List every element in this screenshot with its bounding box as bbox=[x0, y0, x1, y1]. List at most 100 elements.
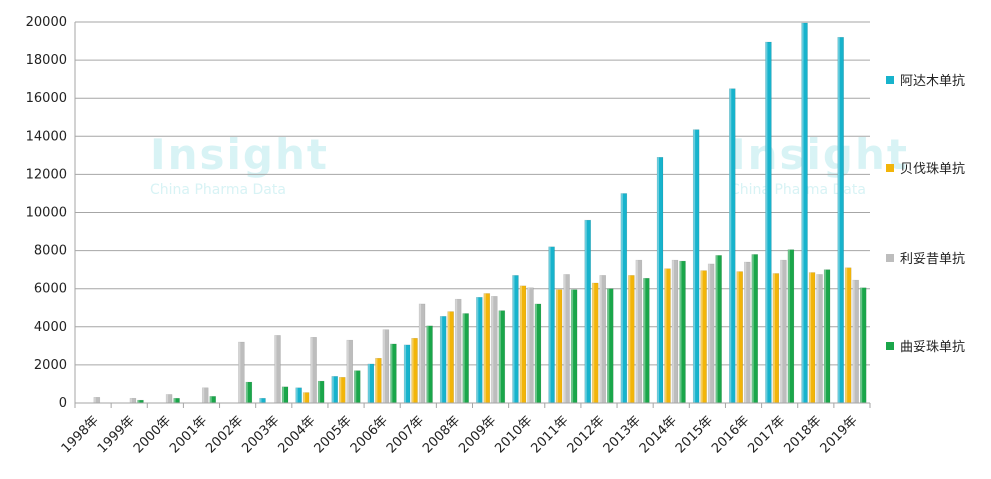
bar-highlight bbox=[331, 376, 334, 403]
bar-highlight bbox=[715, 255, 718, 403]
x-tick-label: 2001年 bbox=[167, 413, 210, 456]
bar-highlight bbox=[129, 398, 132, 403]
bar-highlight bbox=[447, 311, 450, 403]
bar-highlight bbox=[426, 325, 429, 403]
bar-highlight bbox=[809, 272, 812, 403]
bar-highlight bbox=[282, 386, 284, 403]
bar-highlight bbox=[455, 299, 458, 403]
bar-highlight bbox=[318, 381, 321, 403]
bar-highlight bbox=[527, 287, 530, 403]
grid-lines bbox=[75, 21, 870, 404]
bar-highlight bbox=[801, 22, 804, 403]
y-tick-label: 20000 bbox=[26, 15, 67, 30]
bar-highlight bbox=[780, 260, 783, 403]
x-tick-label: 2009年 bbox=[456, 413, 499, 456]
bar-highlight bbox=[274, 335, 277, 403]
bar-chart: 1998年1999年2000年2001年2002年2003年2004年2005年… bbox=[26, 15, 871, 456]
x-tick-label: 1999年 bbox=[95, 413, 138, 456]
bar-highlight bbox=[751, 254, 754, 403]
y-tick-label: 12000 bbox=[26, 167, 67, 182]
bar-highlight bbox=[209, 396, 212, 403]
bar-highlight bbox=[303, 392, 306, 403]
legend-label: 阿达木单抗 bbox=[900, 74, 966, 89]
bar-highlight bbox=[137, 400, 140, 403]
x-tick-label: 2008年 bbox=[420, 413, 463, 456]
bar-highlight bbox=[367, 363, 370, 403]
bar-highlight bbox=[534, 303, 537, 403]
x-tick-label: 2011年 bbox=[528, 413, 571, 456]
legend-label: 贝伐珠单抗 bbox=[900, 162, 966, 177]
bar-highlight bbox=[462, 313, 465, 403]
bar-highlight bbox=[679, 261, 682, 403]
bar-highlight bbox=[563, 274, 566, 403]
bar-highlight bbox=[404, 344, 407, 403]
x-tick-label: 2000年 bbox=[131, 413, 174, 456]
x-tick-label: 2010年 bbox=[492, 413, 535, 456]
bar-highlight bbox=[548, 246, 551, 403]
y-tick-label: 16000 bbox=[26, 91, 67, 106]
bar-highlight bbox=[491, 296, 494, 403]
bar-highlight bbox=[498, 310, 501, 403]
bar-highlight bbox=[259, 398, 262, 403]
bar-highlight bbox=[93, 397, 96, 403]
bar-highlight bbox=[375, 358, 378, 403]
x-tick-label: 2014年 bbox=[637, 413, 680, 456]
x-tick-label: 2015年 bbox=[673, 413, 716, 456]
bar-highlight bbox=[635, 260, 638, 403]
x-tick-label: 2019年 bbox=[818, 413, 861, 456]
x-tick-label: 2005年 bbox=[312, 413, 355, 456]
bar-highlight bbox=[440, 316, 443, 403]
bar-highlight bbox=[556, 289, 559, 403]
bar-highlight bbox=[837, 37, 840, 404]
bar-highlight bbox=[571, 289, 574, 403]
bar-highlight bbox=[173, 398, 176, 403]
legend-swatch bbox=[886, 253, 894, 262]
bar-highlight bbox=[584, 220, 587, 403]
bar-highlight bbox=[339, 377, 342, 403]
legend-swatch bbox=[886, 341, 894, 350]
x-tick-label: 2004年 bbox=[276, 413, 319, 456]
y-axis-labels: 0 2000 4000 6000 8000 10000 12000 14000 16000 180… bbox=[26, 15, 67, 411]
bar-highlight bbox=[607, 288, 610, 403]
bar-highlight bbox=[772, 273, 775, 403]
x-tick-label: 2013年 bbox=[601, 413, 644, 456]
bar-highlight bbox=[382, 329, 385, 403]
bar-highlight bbox=[512, 275, 515, 403]
bar-highlight bbox=[765, 42, 768, 403]
bar-highlight bbox=[693, 129, 696, 403]
bar-highlight bbox=[295, 387, 298, 403]
bar-highlight bbox=[166, 394, 169, 403]
bar-highlight bbox=[483, 293, 486, 403]
bar-highlight bbox=[310, 337, 313, 403]
legend-swatch bbox=[886, 75, 894, 84]
bar-highlight bbox=[700, 270, 703, 403]
x-tick-label: 2003年 bbox=[239, 413, 282, 456]
bar-highlight bbox=[346, 340, 349, 403]
bar-highlight bbox=[599, 275, 602, 403]
bar-highlight bbox=[744, 262, 747, 403]
y-tick-label: 10000 bbox=[26, 206, 67, 221]
legend-label: 利妥昔单抗 bbox=[900, 252, 966, 267]
legend-item: 利妥昔单抗 bbox=[886, 248, 965, 267]
x-tick-label: 2016年 bbox=[709, 413, 752, 456]
y-tick-label: 8000 bbox=[34, 244, 67, 259]
y-tick-label: 14000 bbox=[26, 129, 67, 144]
x-axis-labels: 1998年1999年2000年2001年2002年2003年2004年2005年… bbox=[59, 413, 861, 456]
y-tick-label: 6000 bbox=[34, 282, 67, 297]
legend: 阿达木单抗 贝伐珠单抗 利妥昔单抗 曲妥珠单抗 bbox=[886, 0, 986, 479]
bar-highlight bbox=[729, 88, 732, 404]
bar-highlight bbox=[202, 387, 205, 403]
bar-highlight bbox=[736, 271, 739, 403]
bar-highlight bbox=[628, 275, 631, 403]
bar-highlight bbox=[592, 282, 595, 403]
bar-highlight bbox=[860, 287, 863, 403]
legend-item: 阿达木单抗 bbox=[886, 70, 965, 89]
bar-highlight bbox=[708, 263, 711, 403]
bar-highlight bbox=[245, 382, 248, 403]
x-tick-label: 1998年 bbox=[59, 413, 102, 456]
bar-highlight bbox=[419, 303, 422, 403]
bar-highlight bbox=[390, 343, 393, 403]
bar-highlight bbox=[519, 285, 522, 403]
bar-highlight bbox=[845, 267, 848, 403]
x-tick-label: 2017年 bbox=[745, 413, 788, 456]
